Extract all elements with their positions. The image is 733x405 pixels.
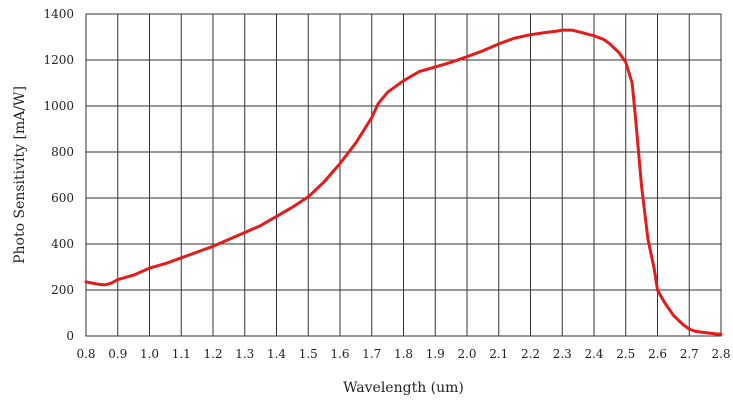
x-tick-label: 2.7 — [680, 347, 699, 361]
x-tick-label: 1.9 — [426, 347, 445, 361]
x-tick-label: 1.5 — [299, 347, 318, 361]
x-tick-label: 1.0 — [140, 347, 159, 361]
x-tick-label: 2.5 — [616, 347, 635, 361]
x-tick-label: 0.9 — [108, 347, 127, 361]
y-tick-label: 1000 — [43, 99, 74, 113]
y-tick-label: 800 — [51, 145, 74, 159]
y-tick-label: 600 — [51, 191, 74, 205]
x-tick-label: 1.3 — [235, 347, 254, 361]
y-tick-label: 200 — [51, 283, 74, 297]
sensitivity-curve — [84, 28, 723, 336]
x-tick-label: 2.1 — [489, 347, 508, 361]
y-tick-label: 1400 — [43, 7, 74, 21]
x-tick-label: 1.1 — [172, 347, 191, 361]
x-tick-label: 0.8 — [76, 347, 95, 361]
y-axis-ticks: 0 200 400 600 800 1000 1200 1400 — [43, 7, 74, 343]
y-tick-label: 400 — [51, 237, 74, 251]
y-tick-label: 0 — [66, 329, 74, 343]
x-axis-ticks: 0.8 0.9 1.0 1.1 1.2 1.3 1.4 1.5 1.6 1.7 1.8 1.9 2.0 2… — [76, 347, 730, 361]
x-tick-label: 2.8 — [711, 347, 730, 361]
x-tick-label: 2.3 — [553, 347, 572, 361]
x-tick-label: 1.6 — [330, 347, 349, 361]
x-tick-label: 2.6 — [648, 347, 667, 361]
x-tick-label: 2.2 — [521, 347, 540, 361]
x-tick-label: 1.2 — [203, 347, 222, 361]
x-tick-label: 2.4 — [584, 347, 603, 361]
x-axis-title: Wavelength (um) — [343, 380, 464, 396]
x-tick-label: 1.4 — [267, 347, 286, 361]
x-tick-label: 1.8 — [394, 347, 413, 361]
y-tick-label: 1200 — [43, 53, 74, 67]
y-axis-title: Photo Sensitivity [mA/W] — [12, 86, 28, 264]
plot-frame — [85, 13, 722, 337]
x-tick-label: 1.7 — [362, 347, 381, 361]
x-tick-label: 2.0 — [457, 347, 476, 361]
